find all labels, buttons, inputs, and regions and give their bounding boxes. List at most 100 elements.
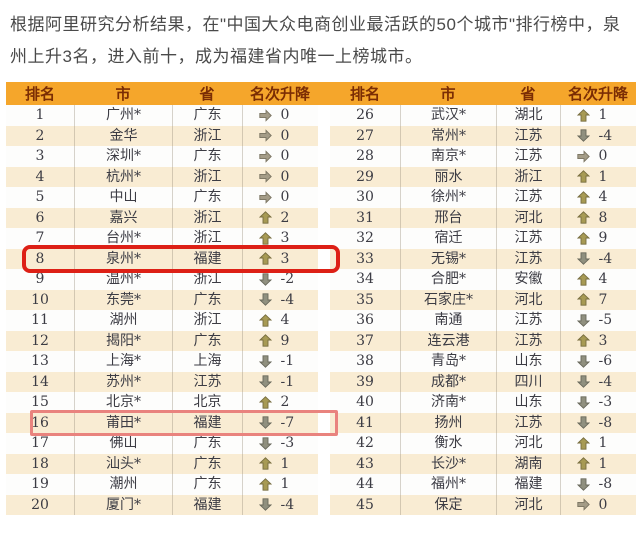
table-gap: [318, 412, 330, 433]
rank-cell: 2: [35, 127, 45, 144]
rank-change-value: 9: [598, 230, 608, 246]
province-cell: 浙江: [172, 269, 242, 290]
rank-cell: 13: [31, 353, 49, 369]
rank-cell: 40: [356, 394, 374, 410]
rank-cell: 37: [356, 332, 374, 349]
table-header-row: 排名 市 省 名次升降 排名 市 省 名次升降: [6, 82, 636, 105]
city-cell: 石家庄*: [400, 289, 496, 310]
rank-change-cell: -4: [242, 289, 318, 310]
province-cell: 河北: [496, 494, 560, 515]
rank-change-cell: 7: [560, 289, 636, 310]
intro-text: 根据阿里研究分析结果，在"中国大众电商创业最活跃的50个城市"排行榜中，泉州上升…: [10, 15, 621, 66]
rank-change-value: -3: [280, 435, 295, 451]
header-rank-left: 排名: [24, 86, 55, 103]
rank-change-value: -2: [280, 271, 295, 287]
rank-change-value: 3: [280, 230, 290, 246]
down-arrow-icon: [258, 293, 272, 307]
city-cell: 汕头*: [74, 453, 172, 474]
rank-cell: 30: [356, 189, 374, 205]
province-cell: 广东: [172, 289, 242, 310]
rank-change-value: 0: [598, 496, 608, 513]
table-row: 5 中山 广东 0 30 徐州* 江苏 4: [6, 187, 636, 208]
rank-change-cell: 8: [560, 207, 636, 228]
rank-change-cell: -7: [242, 412, 318, 433]
rank-change-value: 1: [598, 455, 608, 472]
province-cell: 江苏: [496, 330, 560, 351]
rank-change-value: 1: [598, 435, 608, 451]
table-row: 2 金华 浙江 0 27 常州* 江苏 -4: [6, 125, 636, 146]
city-cell: 济南*: [400, 392, 496, 413]
province-cell: 四川: [496, 371, 560, 392]
table-gap: [318, 330, 330, 351]
table-row: 20 厦门* 福建 -4 45 保定 河北 0: [6, 494, 636, 515]
rank-cell: 27: [356, 127, 374, 144]
rank-change-value: 1: [598, 107, 608, 123]
city-cell: 连云港: [400, 330, 496, 351]
up-arrow-icon: [258, 313, 272, 327]
rank-cell: 8: [35, 250, 45, 267]
table-row: 3 深圳* 广东 0 28 南京* 江苏 0: [6, 146, 636, 167]
rank-change-value: -8: [598, 476, 613, 492]
rank-change-value: 3: [598, 332, 608, 349]
city-cell: 保定: [400, 494, 496, 515]
province-cell: 浙江: [172, 207, 242, 228]
rank-change-cell: -8: [560, 412, 636, 433]
province-cell: 广东: [172, 187, 242, 208]
rank-change-value: -5: [598, 312, 613, 328]
rank-cell: 43: [356, 455, 374, 472]
table-body: 1 广州* 广东 0 26 武汉* 湖北 1 2 金华 浙江 0 27 常州* 江苏 -4 3 深圳* 广东 0 28 南…: [6, 105, 636, 515]
city-cell: 徐州*: [400, 187, 496, 208]
rank-change-value: 3: [280, 250, 290, 267]
rank-change-value: -4: [280, 291, 295, 308]
city-cell: 温州*: [74, 269, 172, 290]
city-cell: 中山: [74, 187, 172, 208]
rank-change-cell: 3: [560, 330, 636, 351]
down-arrow-icon: [576, 396, 590, 409]
rank-change-cell: 1: [560, 166, 636, 187]
rank-change-cell: 3: [242, 228, 318, 249]
rank-change-cell: 0: [242, 146, 318, 167]
rank-cell: 26: [356, 107, 374, 123]
table-row: 9 温州* 浙江 -2 34 合肥* 安徽 4: [6, 269, 636, 290]
up-arrow-icon: [576, 108, 590, 122]
province-cell: 福建: [496, 474, 560, 495]
up-arrow-icon: [258, 457, 272, 470]
city-cell: 福州*: [400, 474, 496, 495]
table-row: 18 汕头* 广东 1 43 长沙* 湖南 1: [6, 453, 636, 474]
header-city-right: 市: [440, 86, 456, 103]
city-cell: 广州*: [74, 105, 172, 126]
rank-cell: 18: [31, 455, 49, 472]
table-row: 12 揭阳* 广东 9 37 连云港 江苏 3: [6, 330, 636, 351]
rank-cell: 5: [35, 189, 45, 205]
rank-change-cell: -3: [560, 392, 636, 413]
table-gap: [318, 494, 330, 515]
province-cell: 河北: [496, 289, 560, 310]
table-gap: [318, 289, 330, 310]
province-cell: 广东: [172, 105, 242, 126]
province-cell: 江苏: [496, 228, 560, 249]
city-cell: 苏州*: [74, 371, 172, 392]
rank-change-value: 0: [280, 148, 290, 164]
table-gap: [318, 105, 330, 126]
city-cell: 揭阳*: [74, 330, 172, 351]
province-cell: 北京: [172, 392, 242, 413]
down-arrow-icon: [258, 355, 272, 368]
rank-change-cell: -2: [242, 269, 318, 290]
province-cell: 安徽: [496, 269, 560, 290]
city-cell: 长沙*: [400, 453, 496, 474]
province-cell: 浙江: [172, 310, 242, 331]
down-arrow-icon: [576, 252, 590, 266]
table-gap: [318, 146, 330, 167]
rank-change-cell: 1: [560, 433, 636, 454]
rank-cell: 6: [35, 209, 45, 226]
rank-change-value: 8: [598, 209, 608, 226]
city-cell: 佛山: [74, 433, 172, 454]
city-cell: 上海*: [74, 351, 172, 372]
rank-cell: 28: [356, 148, 374, 164]
city-cell: 嘉兴: [74, 207, 172, 228]
province-cell: 广东: [172, 330, 242, 351]
down-arrow-icon: [258, 375, 272, 389]
city-cell: 泉州*: [74, 248, 172, 269]
rank-change-cell: -4: [242, 494, 318, 515]
table-gap: [318, 187, 330, 208]
